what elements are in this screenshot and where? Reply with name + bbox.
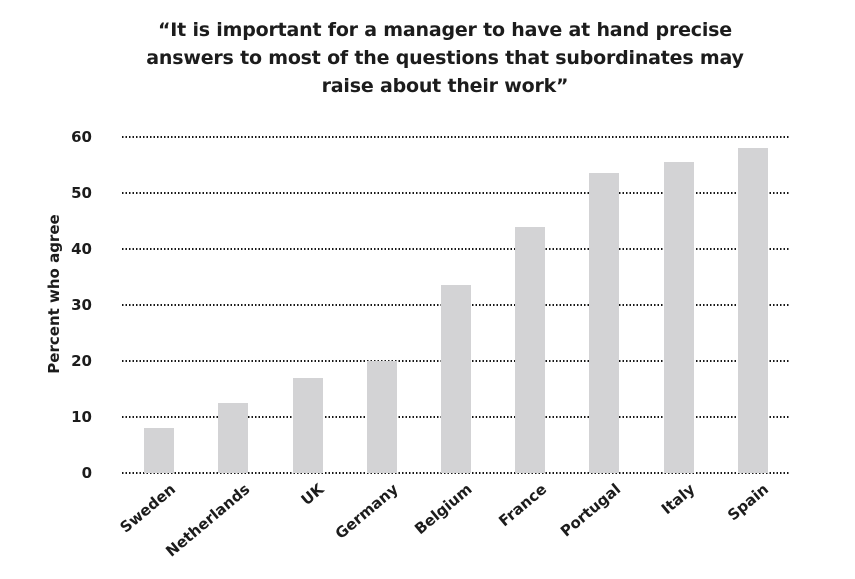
x-tick-label-italy: Italy bbox=[657, 480, 699, 519]
chart-title-line-1: “It is important for a manager to have a… bbox=[158, 19, 732, 41]
chart-title-line-3: raise about their work” bbox=[321, 75, 569, 97]
bar-italy bbox=[663, 162, 694, 473]
x-tick-label-germany: Germany bbox=[331, 480, 402, 543]
chart-title-line-2: answers to most of the questions that su… bbox=[146, 47, 744, 69]
gridline-y-0 bbox=[122, 472, 790, 474]
bar-netherlands bbox=[218, 403, 249, 473]
plot-area bbox=[122, 136, 790, 474]
gridline-y-50 bbox=[122, 192, 790, 194]
y-tick-label-20: 20 bbox=[71, 352, 92, 370]
y-tick-label-50: 50 bbox=[71, 184, 92, 202]
y-tick-label-10: 10 bbox=[71, 408, 92, 426]
x-tick-label-uk: UK bbox=[297, 480, 328, 510]
x-tick-label-france: France bbox=[494, 480, 550, 531]
y-axis-label: Percent who agree bbox=[45, 214, 63, 374]
x-tick-label-belgium: Belgium bbox=[411, 480, 476, 539]
gridline-y-40 bbox=[122, 248, 790, 250]
bar-spain bbox=[737, 148, 768, 473]
y-tick-label-60: 60 bbox=[71, 128, 92, 146]
y-tick-label-40: 40 bbox=[71, 240, 92, 258]
bar-portugal bbox=[589, 173, 620, 473]
bar-germany bbox=[366, 361, 397, 473]
x-tick-label-sweden: Sweden bbox=[116, 480, 179, 537]
y-tick-label-0: 0 bbox=[81, 464, 92, 482]
bar-sweden bbox=[144, 428, 175, 473]
x-tick-label-portugal: Portugal bbox=[556, 480, 625, 541]
x-tick-label-spain: Spain bbox=[724, 480, 773, 525]
bar-uk bbox=[292, 377, 323, 473]
chart-title: “It is important for a manager to have a… bbox=[45, 16, 845, 100]
gridline-y-60 bbox=[122, 136, 790, 138]
y-tick-label-30: 30 bbox=[71, 296, 92, 314]
bar-france bbox=[515, 226, 546, 473]
bar-belgium bbox=[441, 285, 471, 473]
